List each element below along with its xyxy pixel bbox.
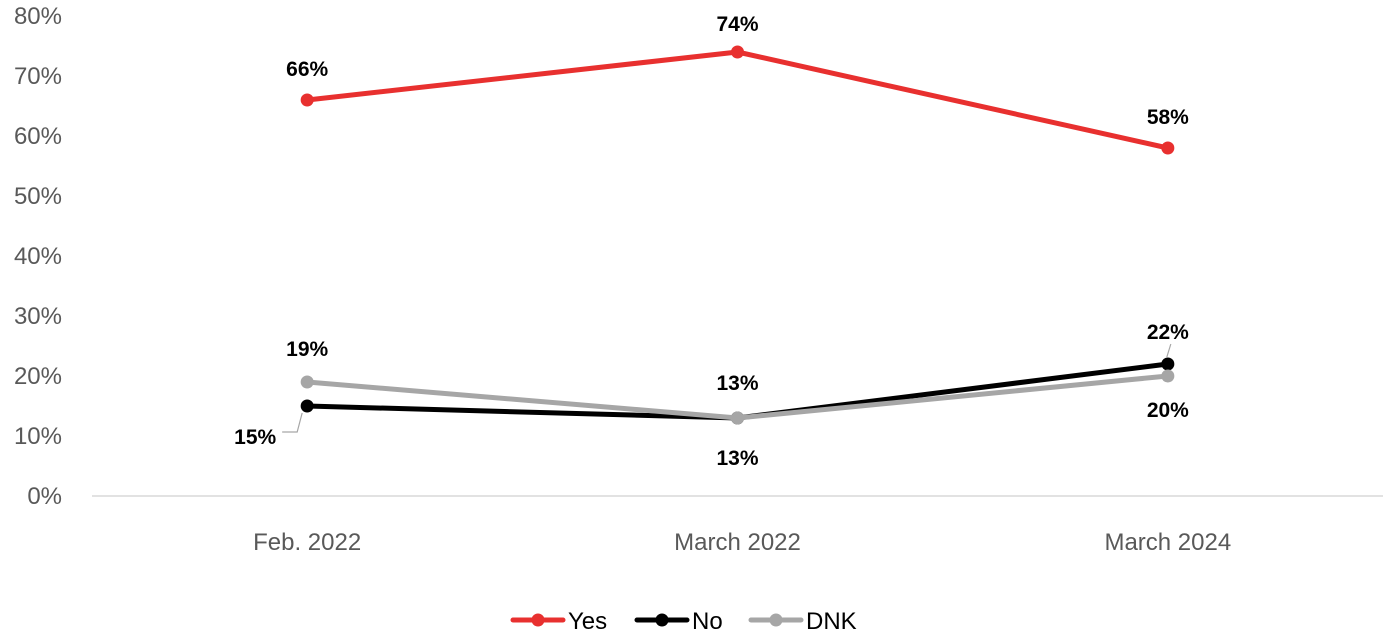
data-label: 66% xyxy=(286,58,328,81)
x-tick-label: Feb. 2022 xyxy=(253,529,361,556)
legend-label: No xyxy=(692,608,723,635)
y-tick-label: 0% xyxy=(27,483,62,510)
y-tick-label: 60% xyxy=(14,123,62,150)
legend-item-yes: Yes xyxy=(510,608,607,635)
y-tick-label: 50% xyxy=(14,183,62,210)
series-dnk xyxy=(300,369,1175,425)
data-label: 58% xyxy=(1147,106,1189,129)
data-point xyxy=(1161,141,1175,155)
data-point xyxy=(1161,369,1175,383)
leader-line xyxy=(1166,343,1172,358)
y-axis: 0% 10% 20% 30% 40% 50% 60% 70% 80% xyxy=(14,3,62,510)
y-tick-label: 70% xyxy=(14,63,62,90)
legend: Yes No DNK xyxy=(510,608,857,635)
series-line xyxy=(304,49,1171,151)
series-layer xyxy=(300,45,1175,425)
data-label: 74% xyxy=(716,13,758,36)
data-label: 13% xyxy=(716,447,758,470)
legend-marker xyxy=(769,613,783,627)
data-labels: 66% 74% 58% 15% 13% 22% 19% 13% 20% xyxy=(234,13,1189,470)
y-tick-label: 30% xyxy=(14,303,62,330)
legend-marker xyxy=(531,613,545,627)
legend-item-no: No xyxy=(634,608,723,635)
legend-label: Yes xyxy=(568,608,607,635)
data-label: 20% xyxy=(1147,399,1189,422)
legend-label: DNK xyxy=(806,608,857,635)
data-point xyxy=(731,45,744,59)
legend-marker xyxy=(655,613,669,627)
y-tick-label: 20% xyxy=(14,363,62,390)
y-tick-label: 10% xyxy=(14,423,62,450)
y-tick-label: 40% xyxy=(14,243,62,270)
x-tick-label: March 2022 xyxy=(674,529,801,556)
x-tick-label: March 2024 xyxy=(1104,529,1231,556)
data-point xyxy=(300,375,314,389)
data-point xyxy=(1161,357,1175,371)
data-label: 19% xyxy=(286,338,328,361)
data-label: 13% xyxy=(716,372,758,395)
data-point xyxy=(300,399,314,413)
data-point xyxy=(300,93,314,107)
y-tick-label: 80% xyxy=(14,3,62,30)
data-point xyxy=(731,411,744,425)
leader-line xyxy=(282,412,303,433)
label-leader-lines xyxy=(282,343,1172,433)
x-axis: Feb. 2022 March 2022 March 2024 xyxy=(253,529,1231,556)
series-yes xyxy=(300,45,1175,155)
data-label: 15% xyxy=(234,426,276,449)
data-label: 22% xyxy=(1147,321,1189,344)
legend-item-dnk: DNK xyxy=(748,608,857,635)
